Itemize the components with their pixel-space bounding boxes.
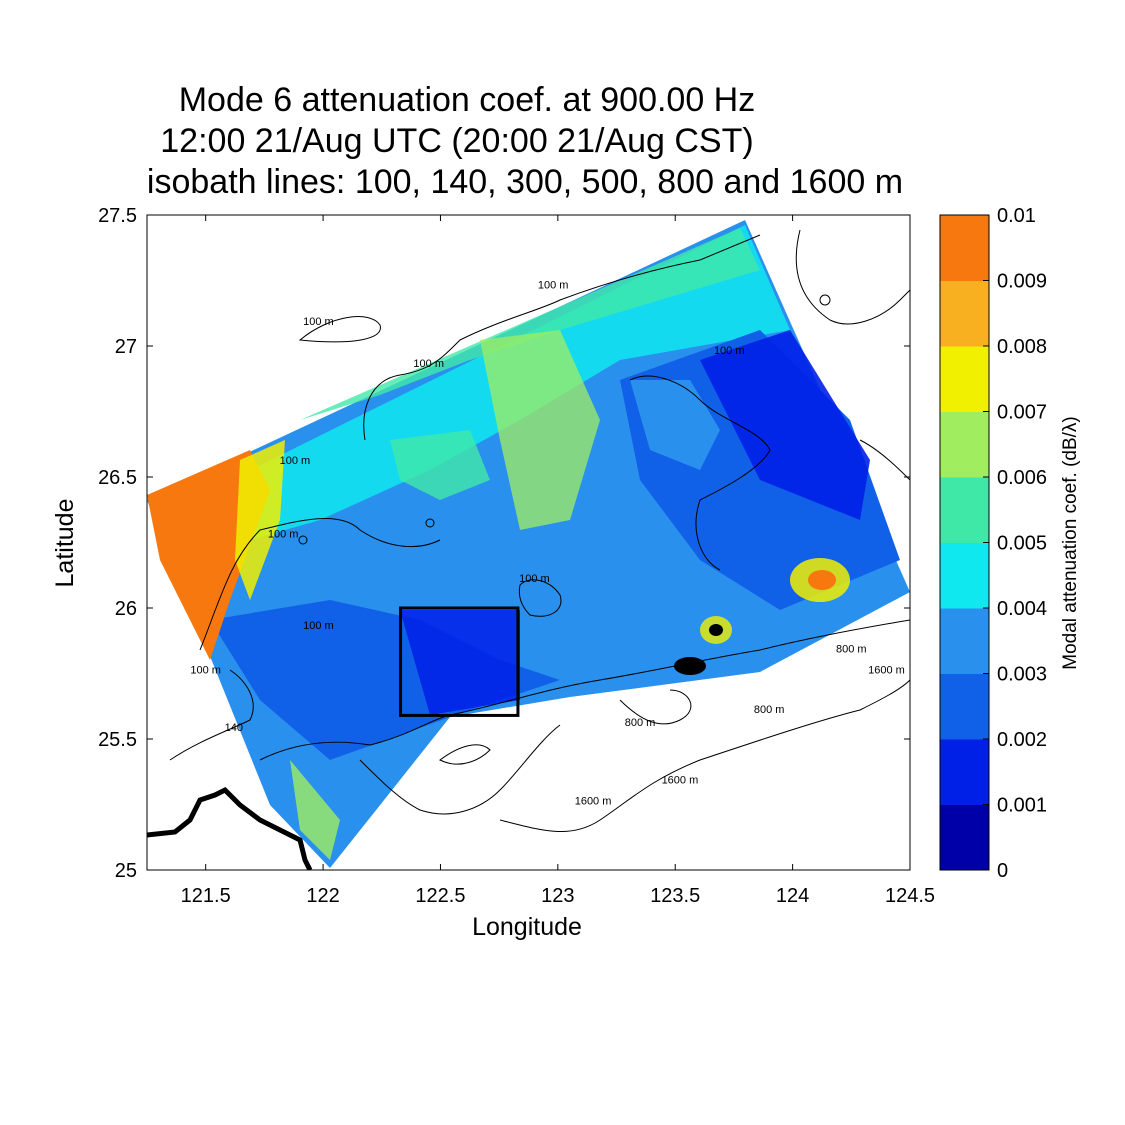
colorbar-tick-label: 0.001 — [997, 795, 1047, 817]
colorbar-tick-label: 0.007 — [997, 402, 1047, 424]
colorbar-tick-label: 0 — [997, 860, 1008, 882]
plot-frame — [146, 214, 911, 871]
contour-label: 100 m — [190, 665, 221, 677]
isobath-dot-3 — [819, 294, 831, 306]
colorbar-segment — [940, 542, 989, 609]
y-axis: 25 25.5 26 26.5 27 27.5 — [98, 205, 910, 882]
isobath-loop-south — [619, 689, 692, 725]
y-tick-label: 27.5 — [98, 205, 137, 227]
x-tick-label: 124.5 — [885, 885, 935, 907]
isobath-140m-shelf — [259, 619, 910, 761]
isobath-100m-west — [199, 518, 441, 651]
y-axis-label: Latitude — [51, 499, 79, 588]
colorbar-segment — [940, 673, 989, 740]
y-tick-label: 26.5 — [98, 467, 137, 489]
contour-label: 100 m — [714, 345, 745, 357]
contour-label: 1600 m — [868, 665, 905, 677]
y-tick-label: 25.5 — [98, 729, 137, 751]
field-cyan-band — [170, 225, 790, 560]
contour-label: 800 m — [625, 717, 656, 729]
contour-label: 100 m — [280, 455, 311, 467]
coastline — [147, 786, 313, 870]
field-green-patch — [390, 430, 490, 500]
colorbar-tick-label: 0.005 — [997, 533, 1047, 555]
x-axis-label: Longitude — [472, 913, 582, 941]
contour-label: 100 m — [268, 528, 299, 540]
colorbar-segment — [940, 346, 989, 412]
chart-title-line-2: 12:00 21/Aug UTC (20:00 21/Aug CST) — [160, 122, 753, 160]
isobath-dot-1 — [425, 518, 435, 528]
colorbar-tick-label: 0.006 — [997, 467, 1047, 489]
colorbar-segment — [940, 804, 989, 871]
y-tick-label: 27 — [115, 336, 137, 358]
colorbar-segment — [940, 411, 989, 478]
field-blue-southwest — [210, 600, 560, 760]
x-tick-label: 123.5 — [650, 885, 700, 907]
selection-rectangle — [399, 606, 520, 717]
isobath-100m-northeast — [795, 229, 910, 325]
isobath-300m-east — [629, 375, 771, 571]
x-axis: 121.5 122 122.5 123 123.5 124 124.5 — [181, 215, 935, 907]
colorbar-tick-label: 0.003 — [997, 664, 1047, 686]
contour-label: 100 m — [303, 316, 334, 328]
y-tick-label: 25 — [115, 860, 137, 882]
contour-label: 800 m — [836, 644, 867, 656]
isobath-100m-island — [298, 316, 381, 343]
contour-label: 100 m — [519, 573, 550, 585]
contour-label: 100 m — [303, 620, 334, 632]
x-tick-label: 122.5 — [415, 885, 465, 907]
x-tick-label: 123 — [541, 885, 574, 907]
contour-labels: 100 m 100 m 100 m 100 m 100 m 100 m 100 m 100 m… — [190, 279, 904, 807]
contour-label: 1600 m — [575, 796, 612, 808]
x-tick-label: 122 — [306, 885, 339, 907]
colorbar-segment — [940, 215, 989, 281]
contour-label: 1600 m — [662, 775, 699, 787]
x-tick-label: 124 — [776, 885, 809, 907]
contour-label: 100 m — [538, 279, 569, 291]
colorbar-segment — [940, 477, 989, 543]
field-light-patch-east — [630, 380, 720, 470]
isobath-dot-2 — [298, 535, 308, 545]
isobath-seamount — [518, 579, 562, 617]
map-plot-area: 100 m 100 m 100 m 100 m 100 m 100 m 100 m 100 m… — [146, 214, 911, 871]
isobath-loop-small — [439, 744, 491, 765]
y-tick-label: 26 — [115, 598, 137, 620]
isobath-lines — [169, 229, 910, 832]
chart-title-line-3: isobath lines: 100, 140, 300, 500, 800 a… — [147, 163, 903, 201]
field-black-patch — [674, 657, 706, 675]
colorbar-segment — [940, 280, 989, 347]
field-green-southwest — [290, 760, 340, 860]
isobath-100m-southwest — [169, 669, 254, 761]
colorbar-tick-label: 0.004 — [997, 598, 1047, 620]
field-eddy-core — [709, 624, 723, 636]
colorbar-label: Modal attenuation coef. (dB/λ) — [1060, 416, 1081, 669]
colorbar: 0 0.001 0.002 0.003 0.004 0.005 0.006 0.007 0.00… — [939, 205, 1047, 882]
field-yellow-northwest — [235, 440, 285, 600]
isobath-100m-north — [363, 234, 761, 441]
colorbar-segment — [940, 608, 989, 674]
isobath-800m-south — [359, 724, 561, 815]
field-green-tongue — [480, 330, 600, 530]
colorbar-tick-label: 0.01 — [997, 205, 1036, 227]
contour-label: 800 m — [754, 704, 785, 716]
field-deep-blue-east — [700, 330, 870, 520]
contour-label: 140 — [225, 722, 243, 734]
colorbar-tick-label: 0.002 — [997, 729, 1047, 751]
attenuation-field — [147, 220, 910, 868]
colorbar-segment — [940, 739, 989, 805]
contour-label: 100 m — [413, 358, 444, 370]
colorbar-tick-label: 0.008 — [997, 336, 1047, 358]
chart-title-line-1: Mode 6 attenuation coef. at 900.00 Hz — [179, 81, 756, 119]
field-deep-blue-box — [400, 610, 520, 715]
x-tick-label: 121.5 — [181, 885, 231, 907]
isobath-1600m-south — [499, 679, 910, 832]
colorbar-tick-label: 0.009 — [997, 271, 1047, 293]
field-orange-eddy — [808, 570, 836, 590]
